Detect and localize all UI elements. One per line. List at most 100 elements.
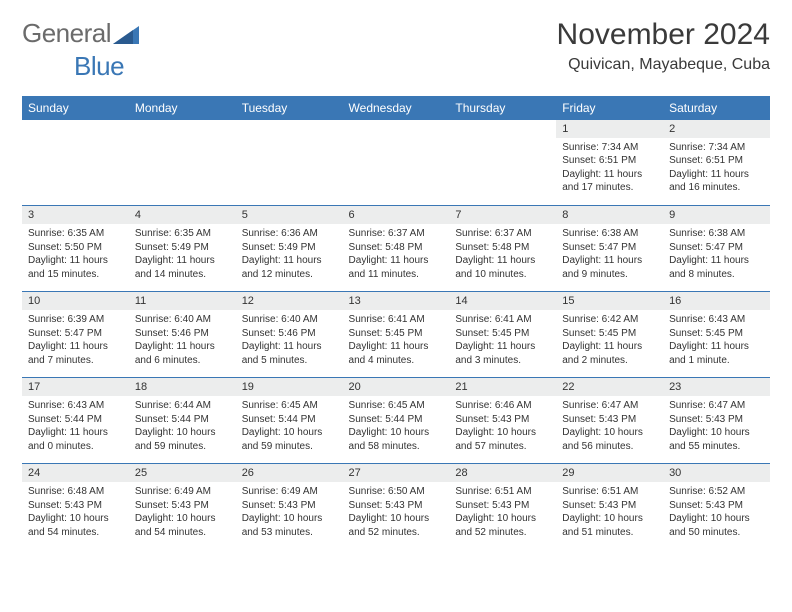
day-details: Sunrise: 6:45 AMSunset: 5:44 PMDaylight:… xyxy=(236,396,343,457)
weekday-header: Saturday xyxy=(663,96,770,120)
calendar-body: 1Sunrise: 7:34 AMSunset: 6:51 PMDaylight… xyxy=(22,120,770,550)
calendar-cell: 18Sunrise: 6:44 AMSunset: 5:44 PMDayligh… xyxy=(129,378,236,464)
calendar-cell: 2Sunrise: 7:34 AMSunset: 6:51 PMDaylight… xyxy=(663,120,770,206)
calendar-cell: 26Sunrise: 6:49 AMSunset: 5:43 PMDayligh… xyxy=(236,464,343,550)
calendar-row: 24Sunrise: 6:48 AMSunset: 5:43 PMDayligh… xyxy=(22,464,770,550)
weekday-header: Sunday xyxy=(22,96,129,120)
day-number: 3 xyxy=(22,206,129,224)
day-details: Sunrise: 6:38 AMSunset: 5:47 PMDaylight:… xyxy=(663,224,770,285)
day-details: Sunrise: 6:36 AMSunset: 5:49 PMDaylight:… xyxy=(236,224,343,285)
calendar-row: 3Sunrise: 6:35 AMSunset: 5:50 PMDaylight… xyxy=(22,206,770,292)
calendar-row: 17Sunrise: 6:43 AMSunset: 5:44 PMDayligh… xyxy=(22,378,770,464)
day-details: Sunrise: 7:34 AMSunset: 6:51 PMDaylight:… xyxy=(556,138,663,199)
day-details: Sunrise: 6:51 AMSunset: 5:43 PMDaylight:… xyxy=(449,482,556,543)
day-number: 13 xyxy=(343,292,450,310)
day-details: Sunrise: 6:41 AMSunset: 5:45 PMDaylight:… xyxy=(343,310,450,371)
title-block: November 2024 Quivican, Mayabeque, Cuba xyxy=(557,18,770,74)
calendar-cell: 21Sunrise: 6:46 AMSunset: 5:43 PMDayligh… xyxy=(449,378,556,464)
day-number: 10 xyxy=(22,292,129,310)
day-number: 30 xyxy=(663,464,770,482)
logo-triangle-icon xyxy=(113,20,139,51)
calendar-row: 10Sunrise: 6:39 AMSunset: 5:47 PMDayligh… xyxy=(22,292,770,378)
location: Quivican, Mayabeque, Cuba xyxy=(557,56,770,74)
day-details: Sunrise: 6:49 AMSunset: 5:43 PMDaylight:… xyxy=(236,482,343,543)
day-details: Sunrise: 6:37 AMSunset: 5:48 PMDaylight:… xyxy=(449,224,556,285)
day-number: 12 xyxy=(236,292,343,310)
day-details: Sunrise: 7:34 AMSunset: 6:51 PMDaylight:… xyxy=(663,138,770,199)
month-title: November 2024 xyxy=(557,18,770,52)
day-details: Sunrise: 6:43 AMSunset: 5:44 PMDaylight:… xyxy=(22,396,129,457)
day-details: Sunrise: 6:49 AMSunset: 5:43 PMDaylight:… xyxy=(129,482,236,543)
day-details: Sunrise: 6:45 AMSunset: 5:44 PMDaylight:… xyxy=(343,396,450,457)
day-number: 22 xyxy=(556,378,663,396)
day-number: 27 xyxy=(343,464,450,482)
calendar-cell: 14Sunrise: 6:41 AMSunset: 5:45 PMDayligh… xyxy=(449,292,556,378)
day-details: Sunrise: 6:39 AMSunset: 5:47 PMDaylight:… xyxy=(22,310,129,371)
calendar-cell: 9Sunrise: 6:38 AMSunset: 5:47 PMDaylight… xyxy=(663,206,770,292)
calendar-cell: 4Sunrise: 6:35 AMSunset: 5:49 PMDaylight… xyxy=(129,206,236,292)
calendar-cell: 13Sunrise: 6:41 AMSunset: 5:45 PMDayligh… xyxy=(343,292,450,378)
day-details: Sunrise: 6:42 AMSunset: 5:45 PMDaylight:… xyxy=(556,310,663,371)
day-number: 14 xyxy=(449,292,556,310)
calendar-cell: 17Sunrise: 6:43 AMSunset: 5:44 PMDayligh… xyxy=(22,378,129,464)
day-number: 24 xyxy=(22,464,129,482)
day-number: 18 xyxy=(129,378,236,396)
day-details: Sunrise: 6:35 AMSunset: 5:49 PMDaylight:… xyxy=(129,224,236,285)
day-number: 15 xyxy=(556,292,663,310)
calendar-cell: 5Sunrise: 6:36 AMSunset: 5:49 PMDaylight… xyxy=(236,206,343,292)
day-number: 29 xyxy=(556,464,663,482)
day-details: Sunrise: 6:40 AMSunset: 5:46 PMDaylight:… xyxy=(129,310,236,371)
calendar-cell: 16Sunrise: 6:43 AMSunset: 5:45 PMDayligh… xyxy=(663,292,770,378)
brand-name-1: General xyxy=(22,18,111,48)
calendar-cell: 30Sunrise: 6:52 AMSunset: 5:43 PMDayligh… xyxy=(663,464,770,550)
brand-name-2: Blue xyxy=(74,51,124,81)
day-number: 25 xyxy=(129,464,236,482)
calendar-cell-empty xyxy=(343,120,450,206)
day-details: Sunrise: 6:43 AMSunset: 5:45 PMDaylight:… xyxy=(663,310,770,371)
calendar-cell: 22Sunrise: 6:47 AMSunset: 5:43 PMDayligh… xyxy=(556,378,663,464)
day-details: Sunrise: 6:38 AMSunset: 5:47 PMDaylight:… xyxy=(556,224,663,285)
calendar-cell: 27Sunrise: 6:50 AMSunset: 5:43 PMDayligh… xyxy=(343,464,450,550)
day-number: 1 xyxy=(556,120,663,138)
day-number: 26 xyxy=(236,464,343,482)
calendar-cell: 1Sunrise: 7:34 AMSunset: 6:51 PMDaylight… xyxy=(556,120,663,206)
calendar-cell: 20Sunrise: 6:45 AMSunset: 5:44 PMDayligh… xyxy=(343,378,450,464)
weekday-header: Tuesday xyxy=(236,96,343,120)
day-number: 16 xyxy=(663,292,770,310)
day-number: 9 xyxy=(663,206,770,224)
weekday-header: Thursday xyxy=(449,96,556,120)
calendar-cell-empty xyxy=(129,120,236,206)
day-details: Sunrise: 6:47 AMSunset: 5:43 PMDaylight:… xyxy=(663,396,770,457)
calendar-cell: 7Sunrise: 6:37 AMSunset: 5:48 PMDaylight… xyxy=(449,206,556,292)
calendar-cell: 8Sunrise: 6:38 AMSunset: 5:47 PMDaylight… xyxy=(556,206,663,292)
day-details: Sunrise: 6:41 AMSunset: 5:45 PMDaylight:… xyxy=(449,310,556,371)
weekday-header: Monday xyxy=(129,96,236,120)
day-details: Sunrise: 6:48 AMSunset: 5:43 PMDaylight:… xyxy=(22,482,129,543)
day-number: 4 xyxy=(129,206,236,224)
day-details: Sunrise: 6:51 AMSunset: 5:43 PMDaylight:… xyxy=(556,482,663,543)
day-number: 21 xyxy=(449,378,556,396)
day-number: 8 xyxy=(556,206,663,224)
day-details: Sunrise: 6:47 AMSunset: 5:43 PMDaylight:… xyxy=(556,396,663,457)
calendar-cell: 25Sunrise: 6:49 AMSunset: 5:43 PMDayligh… xyxy=(129,464,236,550)
calendar-cell: 19Sunrise: 6:45 AMSunset: 5:44 PMDayligh… xyxy=(236,378,343,464)
weekday-header: Friday xyxy=(556,96,663,120)
day-details: Sunrise: 6:46 AMSunset: 5:43 PMDaylight:… xyxy=(449,396,556,457)
day-number: 20 xyxy=(343,378,450,396)
calendar-head: SundayMondayTuesdayWednesdayThursdayFrid… xyxy=(22,96,770,120)
calendar-cell-empty xyxy=(22,120,129,206)
calendar-row: 1Sunrise: 7:34 AMSunset: 6:51 PMDaylight… xyxy=(22,120,770,206)
calendar-cell: 24Sunrise: 6:48 AMSunset: 5:43 PMDayligh… xyxy=(22,464,129,550)
calendar-cell: 28Sunrise: 6:51 AMSunset: 5:43 PMDayligh… xyxy=(449,464,556,550)
calendar-cell: 10Sunrise: 6:39 AMSunset: 5:47 PMDayligh… xyxy=(22,292,129,378)
calendar-cell: 11Sunrise: 6:40 AMSunset: 5:46 PMDayligh… xyxy=(129,292,236,378)
calendar-table: SundayMondayTuesdayWednesdayThursdayFrid… xyxy=(22,96,770,550)
calendar-cell: 23Sunrise: 6:47 AMSunset: 5:43 PMDayligh… xyxy=(663,378,770,464)
day-number: 6 xyxy=(343,206,450,224)
brand-text: GeneralBlue xyxy=(22,18,139,82)
day-number: 19 xyxy=(236,378,343,396)
calendar-cell: 3Sunrise: 6:35 AMSunset: 5:50 PMDaylight… xyxy=(22,206,129,292)
day-details: Sunrise: 6:35 AMSunset: 5:50 PMDaylight:… xyxy=(22,224,129,285)
day-number: 17 xyxy=(22,378,129,396)
calendar-cell: 12Sunrise: 6:40 AMSunset: 5:46 PMDayligh… xyxy=(236,292,343,378)
